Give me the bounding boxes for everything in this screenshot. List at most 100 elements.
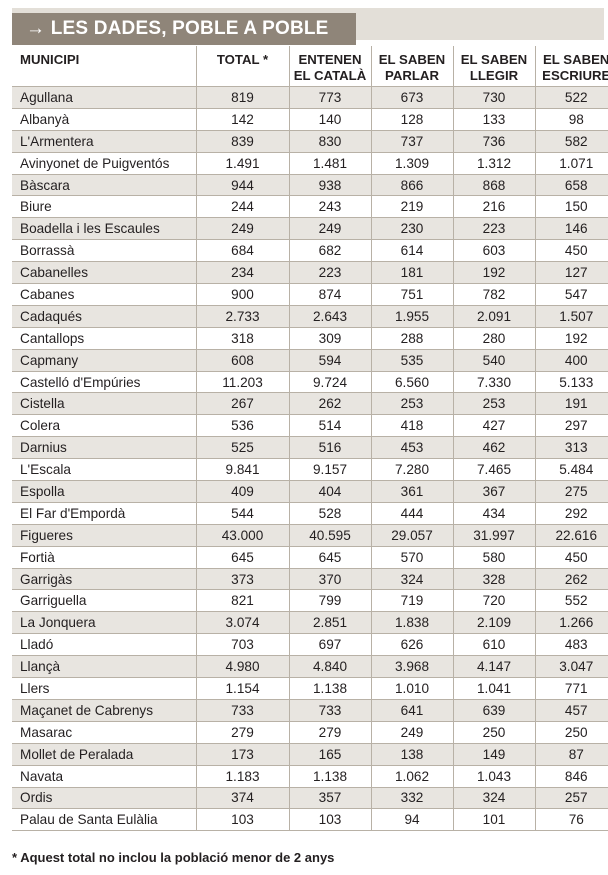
value-cell: 133	[452, 107, 535, 131]
value-cell: 40.595	[288, 523, 371, 547]
value-cell: 1.041	[452, 677, 535, 700]
value-cell: 1.062	[370, 764, 453, 787]
value-cell: 570	[370, 545, 453, 569]
value-cell: 279	[195, 720, 289, 744]
value-cell: 626	[370, 633, 453, 656]
municipality-cell: Cistella	[12, 392, 196, 415]
column-header: EL SABEN ESCRIURE	[534, 46, 608, 87]
municipality-cell: Lladó	[12, 633, 196, 656]
value-cell: 938	[288, 173, 371, 196]
value-cell: 462	[452, 436, 535, 459]
table-row: Llançà 4.980 4.840 3.968 4.147 3.047	[12, 655, 608, 678]
value-cell: 1.266	[534, 611, 608, 634]
table-row: Cantallops 318 309 288 280 192	[12, 326, 608, 350]
value-cell: 9.841	[195, 458, 289, 481]
table-row: Llers 1.154 1.138 1.010 1.041 771	[12, 677, 608, 700]
value-cell: 103	[195, 808, 289, 832]
value-cell: 9.724	[288, 370, 371, 393]
column-header-line: EL CATALÀ	[293, 68, 367, 83]
value-cell: 6.560	[370, 370, 453, 393]
municipality-cell: Llançà	[12, 655, 196, 678]
value-cell: 658	[534, 173, 608, 196]
table-row: Espolla 409 404 361 367 275	[12, 480, 608, 503]
municipality-cell: L'Escala	[12, 458, 196, 481]
value-cell: 673	[370, 86, 453, 109]
table-row: Borrassà 684 682 614 603 450	[12, 239, 608, 262]
value-cell: 127	[534, 261, 608, 284]
value-cell: 547	[534, 283, 608, 306]
value-cell: 216	[452, 195, 535, 218]
table-row: Albanyà 142 140 128 133 98	[12, 107, 608, 131]
value-cell: 262	[534, 567, 608, 590]
value-cell: 43.000	[195, 523, 289, 547]
value-cell: 830	[288, 129, 371, 153]
value-cell: 540	[452, 348, 535, 372]
value-cell: 249	[370, 720, 453, 744]
table-row: Garriguella 821 799 719 720 552	[12, 589, 608, 612]
value-cell: 418	[370, 414, 453, 437]
value-cell: 514	[288, 414, 371, 437]
value-cell: 249	[288, 217, 371, 240]
value-cell: 1.183	[195, 764, 289, 787]
value-cell: 280	[452, 326, 535, 350]
table-row: La Jonquera 3.074 2.851 1.838 2.109 1.266	[12, 611, 608, 634]
column-header-line: MUNICIPI	[20, 52, 80, 67]
title-banner: → LES DADES, POBLE A POBLE	[12, 8, 604, 45]
column-header-line: ENTENEN	[298, 52, 362, 67]
value-cell: 1.309	[370, 151, 453, 175]
value-cell: 98	[534, 107, 608, 131]
value-cell: 332	[370, 786, 453, 809]
value-cell: 719	[370, 589, 453, 612]
municipality-cell: Garriguella	[12, 589, 196, 612]
value-cell: 146	[534, 217, 608, 240]
value-cell: 292	[534, 501, 608, 525]
value-cell: 1.838	[370, 611, 453, 634]
municipality-cell: Capmany	[12, 348, 196, 372]
municipality-cell: Avinyonet de Puigventós	[12, 151, 196, 175]
value-cell: 7.280	[370, 458, 453, 481]
table-row: L'Escala 9.841 9.157 7.280 7.465 5.484	[12, 458, 608, 481]
municipality-cell: Cabanes	[12, 283, 196, 306]
municipality-cell: Cabanelles	[12, 261, 196, 284]
value-cell: 262	[288, 392, 371, 415]
value-cell: 94	[370, 808, 453, 832]
value-cell: 552	[534, 589, 608, 612]
municipality-cell: Agullana	[12, 86, 196, 109]
value-cell: 868	[452, 173, 535, 196]
value-cell: 874	[288, 283, 371, 306]
column-header: TOTAL *	[195, 46, 289, 87]
table-row: Capmany 608 594 535 540 400	[12, 348, 608, 372]
value-cell: 751	[370, 283, 453, 306]
value-cell: 244	[195, 195, 289, 218]
value-cell: 944	[195, 173, 289, 196]
table-header: MUNICIPI TOTAL * ENTENEN EL CATALÀ EL SABEN P…	[12, 46, 608, 87]
value-cell: 645	[195, 545, 289, 569]
table-row: Boadella i les Escaules 249 249 230 223 146	[12, 217, 608, 240]
value-cell: 453	[370, 436, 453, 459]
value-cell: 427	[452, 414, 535, 437]
value-cell: 31.997	[452, 523, 535, 547]
table-row: Navata 1.183 1.138 1.062 1.043 846	[12, 764, 608, 787]
municipality-cell: Palau de Santa Eulàlia	[12, 808, 196, 832]
municipality-cell: Figueres	[12, 523, 196, 547]
value-cell: 309	[288, 326, 371, 350]
value-cell: 5.484	[534, 458, 608, 481]
value-cell: 324	[370, 567, 453, 590]
value-cell: 450	[534, 545, 608, 569]
language-data-table: MUNICIPI TOTAL * ENTENEN EL CATALÀ EL SABEN P…	[12, 46, 608, 832]
value-cell: 149	[452, 742, 535, 766]
arrow-right-icon: →	[26, 18, 46, 39]
value-cell: 150	[534, 195, 608, 218]
value-cell: 357	[288, 786, 371, 809]
municipality-cell: Darnius	[12, 436, 196, 459]
value-cell: 7.330	[452, 370, 535, 393]
value-cell: 483	[534, 633, 608, 656]
value-cell: 525	[195, 436, 289, 459]
value-cell: 76	[534, 808, 608, 832]
value-cell: 400	[534, 348, 608, 372]
value-cell: 639	[452, 698, 535, 722]
value-cell: 2.091	[452, 304, 535, 328]
municipality-cell: La Jonquera	[12, 611, 196, 634]
value-cell: 516	[288, 436, 371, 459]
column-header-line: LLEGIR	[469, 68, 519, 83]
